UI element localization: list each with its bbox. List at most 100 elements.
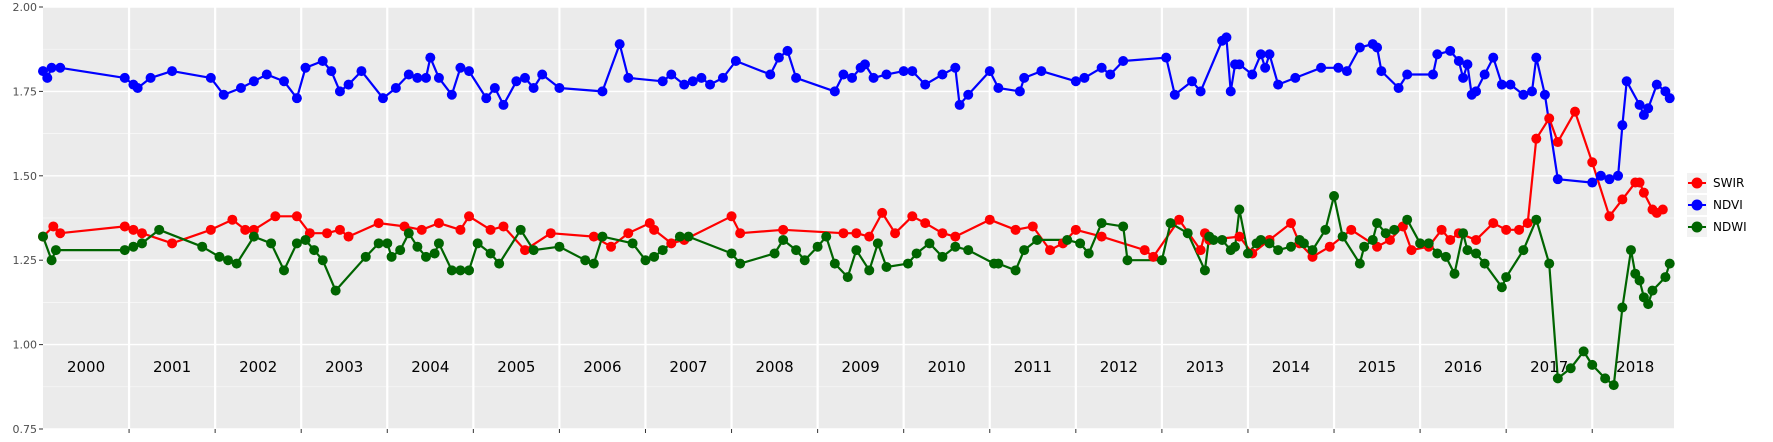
data-point-swir — [1634, 177, 1645, 188]
data-point-swir — [1234, 231, 1245, 242]
data-point-ndwi — [386, 251, 397, 262]
data-point-ndwi — [485, 248, 496, 259]
data-point-ndwi — [1217, 234, 1228, 245]
data-point-ndvi — [1260, 62, 1271, 73]
data-point-ndwi — [1423, 238, 1434, 249]
data-point-ndwi — [403, 228, 414, 239]
data-point-swir — [1324, 241, 1335, 252]
data-point-ndvi — [390, 83, 401, 94]
data-point-ndwi — [1199, 265, 1210, 276]
data-point-swir — [373, 218, 384, 229]
data-point-ndwi — [300, 234, 311, 245]
data-point-swir — [1604, 211, 1615, 222]
data-point-ndwi — [1531, 214, 1542, 225]
data-point-ndwi — [1552, 373, 1563, 384]
data-point-ndwi — [1208, 234, 1219, 245]
data-point-ndvi — [300, 62, 311, 73]
data-point-ndvi — [1621, 76, 1632, 87]
data-point-swir — [322, 228, 333, 239]
data-point-ndwi — [433, 238, 444, 249]
data-point-ndwi — [683, 231, 694, 242]
y-tick-label: 1.00 — [13, 339, 38, 352]
y-tick-label: 1.75 — [13, 85, 38, 98]
data-point-ndvi — [425, 52, 436, 63]
data-point-ndwi — [1449, 268, 1460, 279]
data-point-ndwi — [360, 251, 371, 262]
data-point-ndvi — [119, 72, 130, 83]
year-label: 2016 — [1444, 358, 1482, 376]
year-label: 2015 — [1358, 358, 1396, 376]
data-point-ndvi — [1096, 62, 1107, 73]
data-point-ndvi — [1587, 177, 1598, 188]
data-point-ndwi — [429, 248, 440, 259]
data-point-ndvi — [597, 86, 608, 97]
data-point-ndwi — [1647, 285, 1658, 296]
year-label: 2004 — [411, 358, 449, 376]
data-point-ndwi — [1062, 234, 1073, 245]
data-point-ndwi — [881, 261, 892, 272]
data-point-ndvi — [1651, 79, 1662, 90]
year-label: 2018 — [1616, 358, 1654, 376]
data-point-ndvi — [511, 76, 522, 87]
data-point-ndwi — [1578, 346, 1589, 357]
y-tick-label: 1.25 — [13, 254, 38, 267]
data-point-swir — [1552, 137, 1563, 148]
data-point-ndwi — [1182, 228, 1193, 239]
data-point-swir — [1638, 187, 1649, 198]
data-point-swir — [1544, 113, 1555, 124]
data-point-ndwi — [1617, 302, 1628, 313]
data-point-ndvi — [248, 76, 259, 87]
data-point-ndwi — [1415, 238, 1426, 249]
data-point-ndwi — [1010, 265, 1021, 276]
data-point-ndwi — [1307, 245, 1318, 256]
data-point-ndwi — [446, 265, 457, 276]
data-point-ndwi — [1337, 231, 1348, 242]
year-label: 2007 — [669, 358, 707, 376]
data-point-swir — [128, 224, 139, 235]
data-point-swir — [1096, 231, 1107, 242]
data-point-swir — [778, 224, 789, 235]
data-point-ndvi — [1225, 86, 1236, 97]
data-point-swir — [1406, 245, 1417, 256]
data-point-ndvi — [489, 83, 500, 94]
data-point-ndvi — [705, 79, 716, 90]
data-point-ndwi — [1255, 234, 1266, 245]
data-point-ndvi — [519, 72, 530, 83]
data-point-ndvi — [1169, 89, 1180, 100]
data-point-ndvi — [481, 93, 492, 104]
data-point-ndwi — [1587, 359, 1598, 370]
data-point-ndvi — [1316, 62, 1327, 73]
data-point-swir — [205, 224, 216, 235]
data-point-ndvi — [1539, 89, 1550, 100]
data-point-swir — [1070, 224, 1081, 235]
data-point-ndvi — [791, 72, 802, 83]
data-point-ndwi — [735, 258, 746, 269]
data-point-swir — [485, 224, 496, 235]
data-point-ndvi — [433, 72, 444, 83]
data-point-ndwi — [1518, 245, 1529, 256]
data-point-ndvi — [412, 72, 423, 83]
data-point-ndvi — [291, 93, 302, 104]
data-point-ndwi — [494, 258, 505, 269]
year-label: 2013 — [1186, 358, 1224, 376]
data-point-ndwi — [38, 231, 48, 242]
data-point-swir — [1657, 204, 1668, 215]
data-point-ndwi — [119, 245, 130, 256]
data-point-ndwi — [1118, 221, 1129, 232]
data-point-ndwi — [649, 251, 660, 262]
data-point-ndvi — [1664, 93, 1675, 104]
data-point-ndwi — [1608, 380, 1619, 391]
data-point-ndvi — [881, 69, 892, 80]
data-point-ndwi — [872, 238, 883, 249]
data-point-ndvi — [847, 72, 858, 83]
data-point-ndwi — [1075, 238, 1086, 249]
data-point-ndwi — [214, 251, 225, 262]
data-point-ndwi — [769, 248, 780, 259]
data-point-swir — [167, 238, 178, 249]
data-point-ndwi — [266, 238, 277, 249]
data-point-ndvi — [623, 72, 634, 83]
data-point-swir — [623, 228, 634, 239]
data-point-ndwi — [1479, 258, 1490, 269]
data-point-swir — [984, 214, 995, 225]
